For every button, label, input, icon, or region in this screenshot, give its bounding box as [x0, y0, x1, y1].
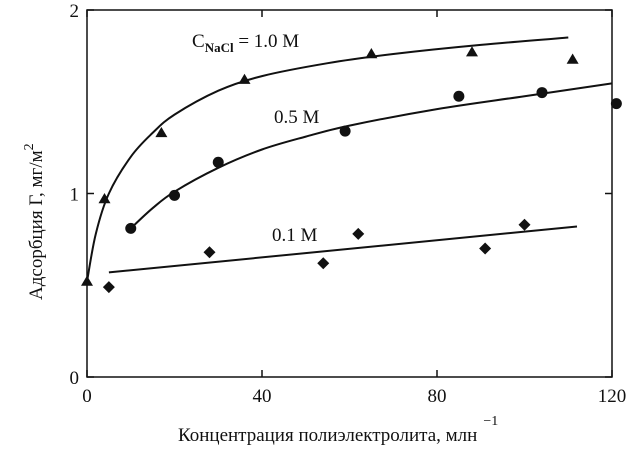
x-tick-label-0: 0 — [82, 386, 92, 407]
data-point-s2-5 — [453, 90, 465, 102]
y-axis-label-text: Адсорбция Γ, мг/м — [26, 150, 47, 300]
data-point-s3-1 — [102, 281, 115, 294]
data-point-s1-1 — [81, 275, 93, 286]
data-point-s3-4 — [352, 227, 365, 240]
data-point-s1-5 — [365, 48, 378, 59]
data-point-s2-2 — [169, 189, 180, 201]
series-label-3: 0.1 M — [272, 225, 318, 246]
data-point-s2-1 — [125, 222, 137, 234]
data-point-s1-2 — [98, 193, 111, 204]
series-label-1: CNaCl = 1.0 M — [192, 31, 299, 55]
y-axis-label-superscript: 2 — [22, 143, 37, 150]
x-tick-label-1: 40 — [253, 386, 272, 407]
x-tick-label-3: 120 — [598, 386, 627, 407]
data-point-s3-6 — [518, 218, 531, 231]
data-point-s3-5 — [479, 242, 492, 255]
fit-curve-1 — [86, 36, 569, 282]
data-point-s1-6 — [466, 46, 478, 57]
series-label-1-sub: NaCl — [205, 40, 234, 55]
data-point-s2-7 — [610, 98, 622, 110]
data-point-s3-3 — [317, 257, 330, 270]
series-label-2: 0.5 M — [274, 107, 320, 128]
y-tick-label-0: 0 — [70, 368, 80, 389]
data-point-s3-2 — [203, 246, 216, 259]
y-tick-label-1: 1 — [70, 185, 80, 206]
y-tick-label-2: 2 — [70, 1, 80, 22]
x-tick-label-2: 80 — [428, 386, 447, 407]
x-axis-label: Концентрация полиэлектролита, млн −1 — [178, 414, 498, 446]
fit-curves — [86, 36, 613, 282]
data-point-s2-6 — [536, 87, 548, 99]
data-point-s2-4 — [339, 125, 351, 137]
series-label-1-main: C — [192, 31, 205, 52]
data-markers — [81, 46, 622, 294]
tick-labels: 0 40 80 120 0 1 2 — [70, 1, 627, 407]
series-labels: CNaCl = 1.0 M 0.5 M 0.1 M — [192, 31, 320, 246]
plot-frame — [86, 9, 613, 378]
data-point-s1-3 — [155, 126, 168, 138]
ticks — [86, 9, 613, 378]
fit-curve-3 — [108, 225, 578, 274]
data-point-s1-4 — [238, 73, 251, 84]
x-axis-label-text: Концентрация полиэлектролита, млн — [178, 425, 477, 446]
y-axis-label: Адсорбция Γ, мг/м2 — [22, 143, 47, 300]
fit-curve-2 — [130, 82, 613, 230]
series-label-1-rest: = 1.0 M — [234, 31, 300, 52]
x-axis-label-superscript: −1 — [483, 414, 498, 429]
data-point-s2-3 — [212, 156, 224, 168]
data-point-s1-7 — [566, 53, 579, 64]
